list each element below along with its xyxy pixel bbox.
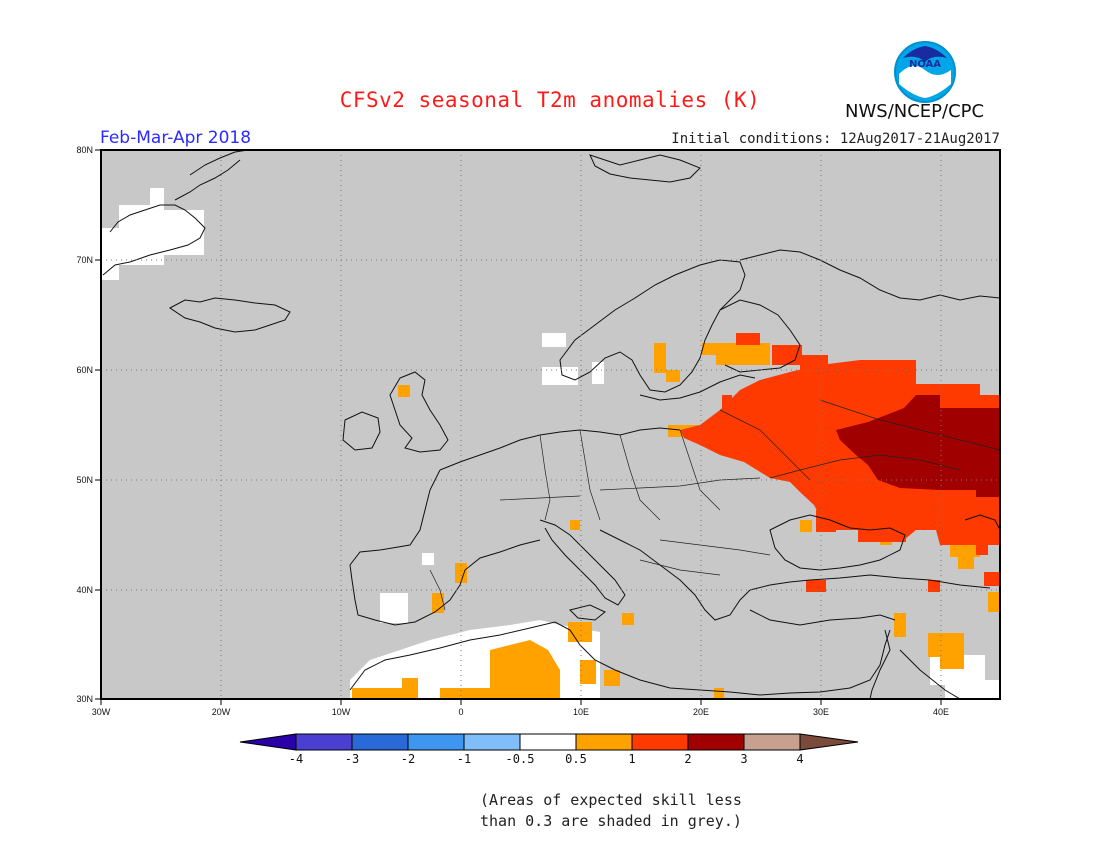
lon-tick-label: 40E: [933, 707, 949, 717]
initial-conditions-label: Initial conditions: 12Aug2017-21Aug2017: [671, 131, 1000, 147]
colorbar-label: -3: [345, 752, 359, 766]
colorbar: [239, 733, 859, 751]
lon-axis: 30W 20W 10W 0 10E 20E 30E 40E: [92, 699, 949, 717]
agency-label: NWS/NCEP/CPC: [845, 101, 985, 122]
lat-tick-label: 40N: [76, 585, 93, 595]
season-label: Feb-Mar-Apr 2018: [100, 128, 252, 148]
lat-tick-label: 50N: [76, 475, 93, 485]
colorbar-label: 1: [628, 752, 635, 766]
colorbar-label: 0.5: [565, 752, 587, 766]
lat-tick-label: 70N: [76, 255, 93, 265]
lon-tick-label: 10E: [573, 707, 589, 717]
colorbar-segment: [799, 733, 859, 751]
colorbar-segment: [575, 733, 633, 751]
map-frame: [100, 149, 1001, 700]
lon-tick-label: 30W: [92, 707, 111, 717]
colorbar-segment: [743, 733, 801, 751]
colorbar-segment: [351, 733, 409, 751]
lon-tick-label: 20W: [212, 707, 231, 717]
logo-text: NOAA: [909, 59, 941, 70]
lat-tick-label: 30N: [76, 694, 93, 704]
colorbar-label: 3: [740, 752, 747, 766]
colorbar-segment: [407, 733, 465, 751]
coastlines: [102, 150, 1000, 699]
skill-footnote: (Areas of expected skill less than 0.3 a…: [480, 790, 742, 832]
country-borders: [429, 399, 1000, 611]
lat-tick-label: 80N: [76, 145, 93, 155]
lon-tick-label: 10W: [332, 707, 351, 717]
colorbar-segment: [295, 733, 353, 751]
footnote-line: (Areas of expected skill less: [480, 791, 742, 809]
colorbar-segment: [463, 733, 521, 751]
colorbar-labels: -4 -3 -2 -1 -0.5 0.5 1 2 3 4: [289, 752, 804, 766]
noaa-logo-icon: NOAA: [894, 41, 956, 103]
anomaly-2-3-areas: [836, 395, 1000, 497]
anomaly-0.5-1-areas: [352, 343, 1000, 699]
lon-tick-label: 30E: [813, 707, 829, 717]
colorbar-segment: [631, 733, 689, 751]
colorbar-label: -0.5: [506, 752, 535, 766]
colorbar-label: 4: [796, 752, 803, 766]
colorbar-label: -4: [289, 752, 303, 766]
lon-tick-label: 0: [458, 707, 463, 717]
colorbar-segment: [519, 733, 577, 751]
footnote-line: than 0.3 are shaded in grey.): [480, 812, 742, 830]
map-title: CFSv2 seasonal T2m anomalies (K): [339, 88, 761, 112]
colorbar-segment: [687, 733, 745, 751]
lat-axis: 80N 70N 60N 50N 40N 30N: [76, 145, 101, 704]
lat-tick-label: 60N: [76, 365, 93, 375]
colorbar-segment: [239, 733, 297, 751]
colorbar-label: -1: [457, 752, 471, 766]
colorbar-label: 2: [684, 752, 691, 766]
colorbar-label: -2: [401, 752, 415, 766]
lon-tick-label: 20E: [693, 707, 709, 717]
